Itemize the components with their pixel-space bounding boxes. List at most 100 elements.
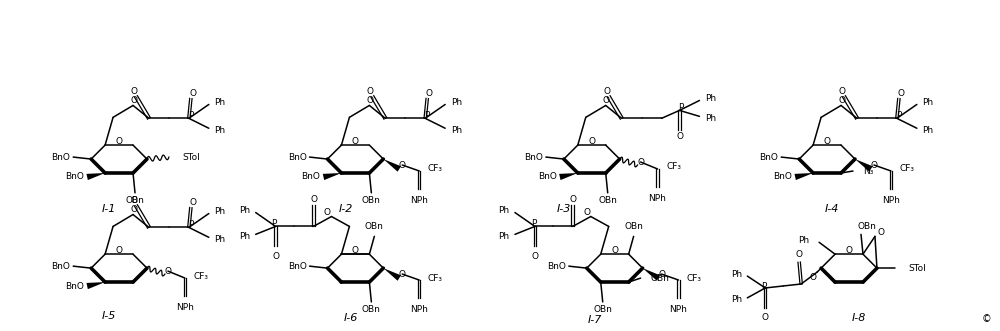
Text: OBn: OBn — [624, 222, 643, 231]
Polygon shape — [383, 159, 401, 172]
Text: BnO: BnO — [538, 172, 557, 181]
Polygon shape — [559, 173, 578, 180]
Text: BnO: BnO — [51, 153, 70, 162]
Polygon shape — [855, 159, 873, 172]
Text: O: O — [130, 205, 137, 214]
Text: O: O — [272, 252, 279, 261]
Text: Ph: Ph — [922, 98, 933, 107]
Text: O: O — [810, 272, 817, 282]
Text: OBn: OBn — [365, 222, 384, 231]
Text: I-8: I-8 — [852, 313, 866, 323]
Text: BnO: BnO — [759, 153, 778, 162]
Text: O: O — [130, 96, 137, 105]
Text: NPh: NPh — [410, 305, 428, 314]
Text: O: O — [838, 96, 845, 105]
Text: NPh: NPh — [882, 196, 900, 205]
Text: BnO: BnO — [302, 172, 320, 181]
Text: O: O — [611, 246, 618, 255]
Text: CF₃: CF₃ — [428, 273, 443, 283]
Text: O: O — [399, 269, 406, 279]
Text: O: O — [824, 137, 831, 146]
Text: O: O — [676, 132, 683, 141]
Text: CF₃: CF₃ — [428, 165, 443, 173]
Text: O: O — [399, 161, 406, 169]
Polygon shape — [323, 173, 341, 180]
Text: P: P — [761, 282, 766, 292]
Text: O: O — [164, 266, 171, 276]
Text: Ph: Ph — [451, 126, 462, 135]
Text: Ph: Ph — [214, 235, 225, 244]
Text: O: O — [131, 87, 138, 96]
Text: BnO: BnO — [524, 153, 543, 162]
Text: O: O — [796, 250, 803, 259]
Text: O: O — [658, 269, 665, 279]
Text: O: O — [426, 89, 433, 98]
Text: I-4: I-4 — [825, 204, 839, 213]
Text: I-3: I-3 — [557, 204, 571, 213]
Text: Ph: Ph — [705, 94, 716, 104]
Text: STol: STol — [909, 263, 927, 273]
Text: O: O — [846, 246, 853, 255]
Text: Ph: Ph — [731, 295, 742, 305]
Text: O: O — [131, 196, 138, 205]
Text: NPh: NPh — [176, 303, 194, 312]
Text: O: O — [116, 246, 123, 255]
Text: P: P — [271, 219, 277, 228]
Text: NPh: NPh — [410, 196, 428, 205]
Text: OBn: OBn — [858, 222, 876, 231]
Text: O: O — [877, 228, 884, 237]
Text: P: P — [188, 220, 193, 229]
Text: ©: © — [982, 314, 992, 324]
Text: O: O — [367, 87, 374, 96]
Text: O: O — [637, 158, 644, 166]
Text: O: O — [324, 208, 331, 216]
Text: O: O — [352, 137, 359, 146]
Text: O: O — [839, 87, 846, 96]
Text: I-2: I-2 — [338, 204, 353, 213]
Text: NPh: NPh — [670, 305, 687, 314]
Text: P: P — [188, 111, 193, 120]
Text: BnO: BnO — [773, 172, 792, 181]
Text: Ph: Ph — [798, 236, 809, 245]
Text: CF₃: CF₃ — [193, 271, 208, 281]
Text: Ph: Ph — [239, 232, 250, 241]
Polygon shape — [794, 173, 813, 180]
Polygon shape — [383, 268, 401, 281]
Text: O: O — [603, 96, 610, 105]
Text: CF₃: CF₃ — [899, 165, 914, 173]
Text: OBn: OBn — [362, 305, 381, 314]
Text: O: O — [116, 137, 123, 146]
Text: N₃: N₃ — [863, 166, 873, 175]
Text: BnO: BnO — [288, 261, 307, 271]
Text: Ph: Ph — [922, 126, 933, 135]
Text: O: O — [762, 313, 769, 322]
Text: O: O — [603, 87, 610, 96]
Text: BnO: BnO — [65, 172, 84, 181]
Text: Ph: Ph — [451, 98, 462, 107]
Text: O: O — [310, 195, 317, 204]
Text: O: O — [583, 208, 590, 216]
Text: O: O — [569, 195, 576, 204]
Text: I-5: I-5 — [102, 311, 116, 321]
Text: BnO: BnO — [51, 261, 70, 271]
Text: Ph: Ph — [214, 207, 225, 216]
Text: O: O — [897, 89, 904, 98]
Text: P: P — [678, 103, 684, 112]
Text: CF₃: CF₃ — [687, 273, 702, 283]
Text: O: O — [870, 161, 877, 169]
Text: I-7: I-7 — [588, 315, 602, 325]
Text: Ph: Ph — [498, 206, 509, 215]
Text: OBn: OBn — [126, 196, 144, 205]
Text: I-6: I-6 — [343, 313, 358, 323]
Polygon shape — [86, 173, 105, 180]
Text: Ph: Ph — [498, 232, 509, 241]
Text: STol: STol — [182, 153, 200, 162]
Text: P: P — [896, 111, 901, 120]
Text: Ph: Ph — [731, 269, 742, 279]
Text: O: O — [531, 252, 538, 261]
Polygon shape — [86, 282, 105, 289]
Text: NPh: NPh — [649, 194, 666, 203]
Text: Ph: Ph — [214, 126, 225, 135]
Text: P: P — [424, 111, 429, 120]
Text: OBn: OBn — [362, 196, 381, 205]
